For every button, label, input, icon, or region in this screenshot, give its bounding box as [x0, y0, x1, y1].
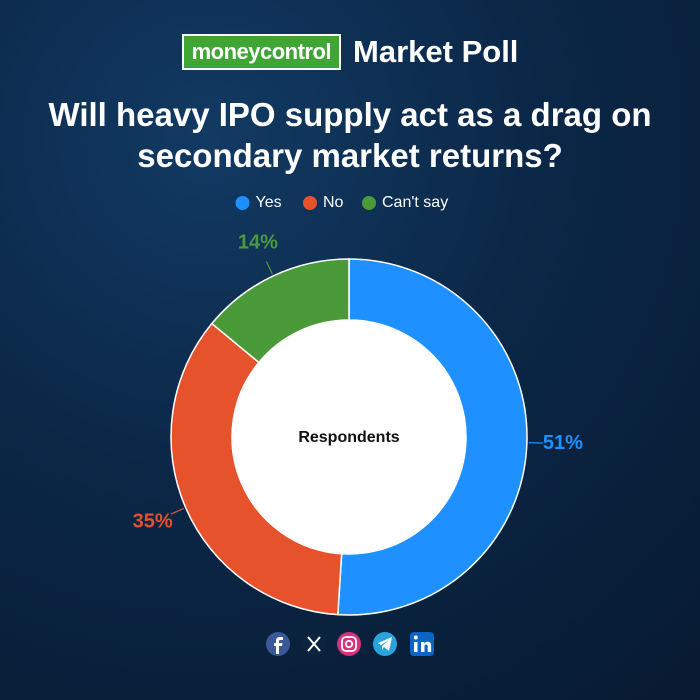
- legend-label: No: [323, 194, 344, 211]
- telegram-glyph: [378, 637, 392, 651]
- legend-label: Yes: [256, 194, 282, 211]
- legend-swatch: [362, 196, 376, 210]
- linkedin-glyph: [420, 641, 432, 653]
- linkedin-glyph: [413, 635, 418, 640]
- donut-hole: [232, 320, 466, 554]
- leader-line: [170, 507, 185, 515]
- instagram-glyph: [344, 639, 354, 649]
- instagram-glyph: [341, 636, 357, 652]
- social-icons: [266, 632, 434, 656]
- x-glyph: [307, 636, 321, 652]
- instagram-icon[interactable]: [337, 632, 361, 656]
- data-label: 14%: [238, 232, 278, 254]
- data-label: 51%: [543, 432, 583, 454]
- leader-line: [265, 261, 273, 275]
- legend-label: Can't say: [382, 194, 448, 211]
- chart-title: Will heavy IPO supply act as a drag on s…: [48, 96, 652, 174]
- donut-slice: [210, 258, 350, 364]
- center-label: Respondents: [298, 429, 399, 446]
- header: moneycontrol Market Poll: [0, 34, 700, 70]
- facebook-glyph: [274, 637, 283, 654]
- data-label: 35%: [133, 510, 173, 532]
- brand-logo: moneycontrol: [181, 34, 342, 70]
- donut-slice: [337, 258, 528, 616]
- legend-swatch: [303, 196, 317, 210]
- poll-label: Market Poll: [353, 34, 519, 69]
- donut-slice: [170, 322, 343, 616]
- linkedin-glyph: [414, 642, 418, 652]
- legend-swatch: [235, 196, 250, 210]
